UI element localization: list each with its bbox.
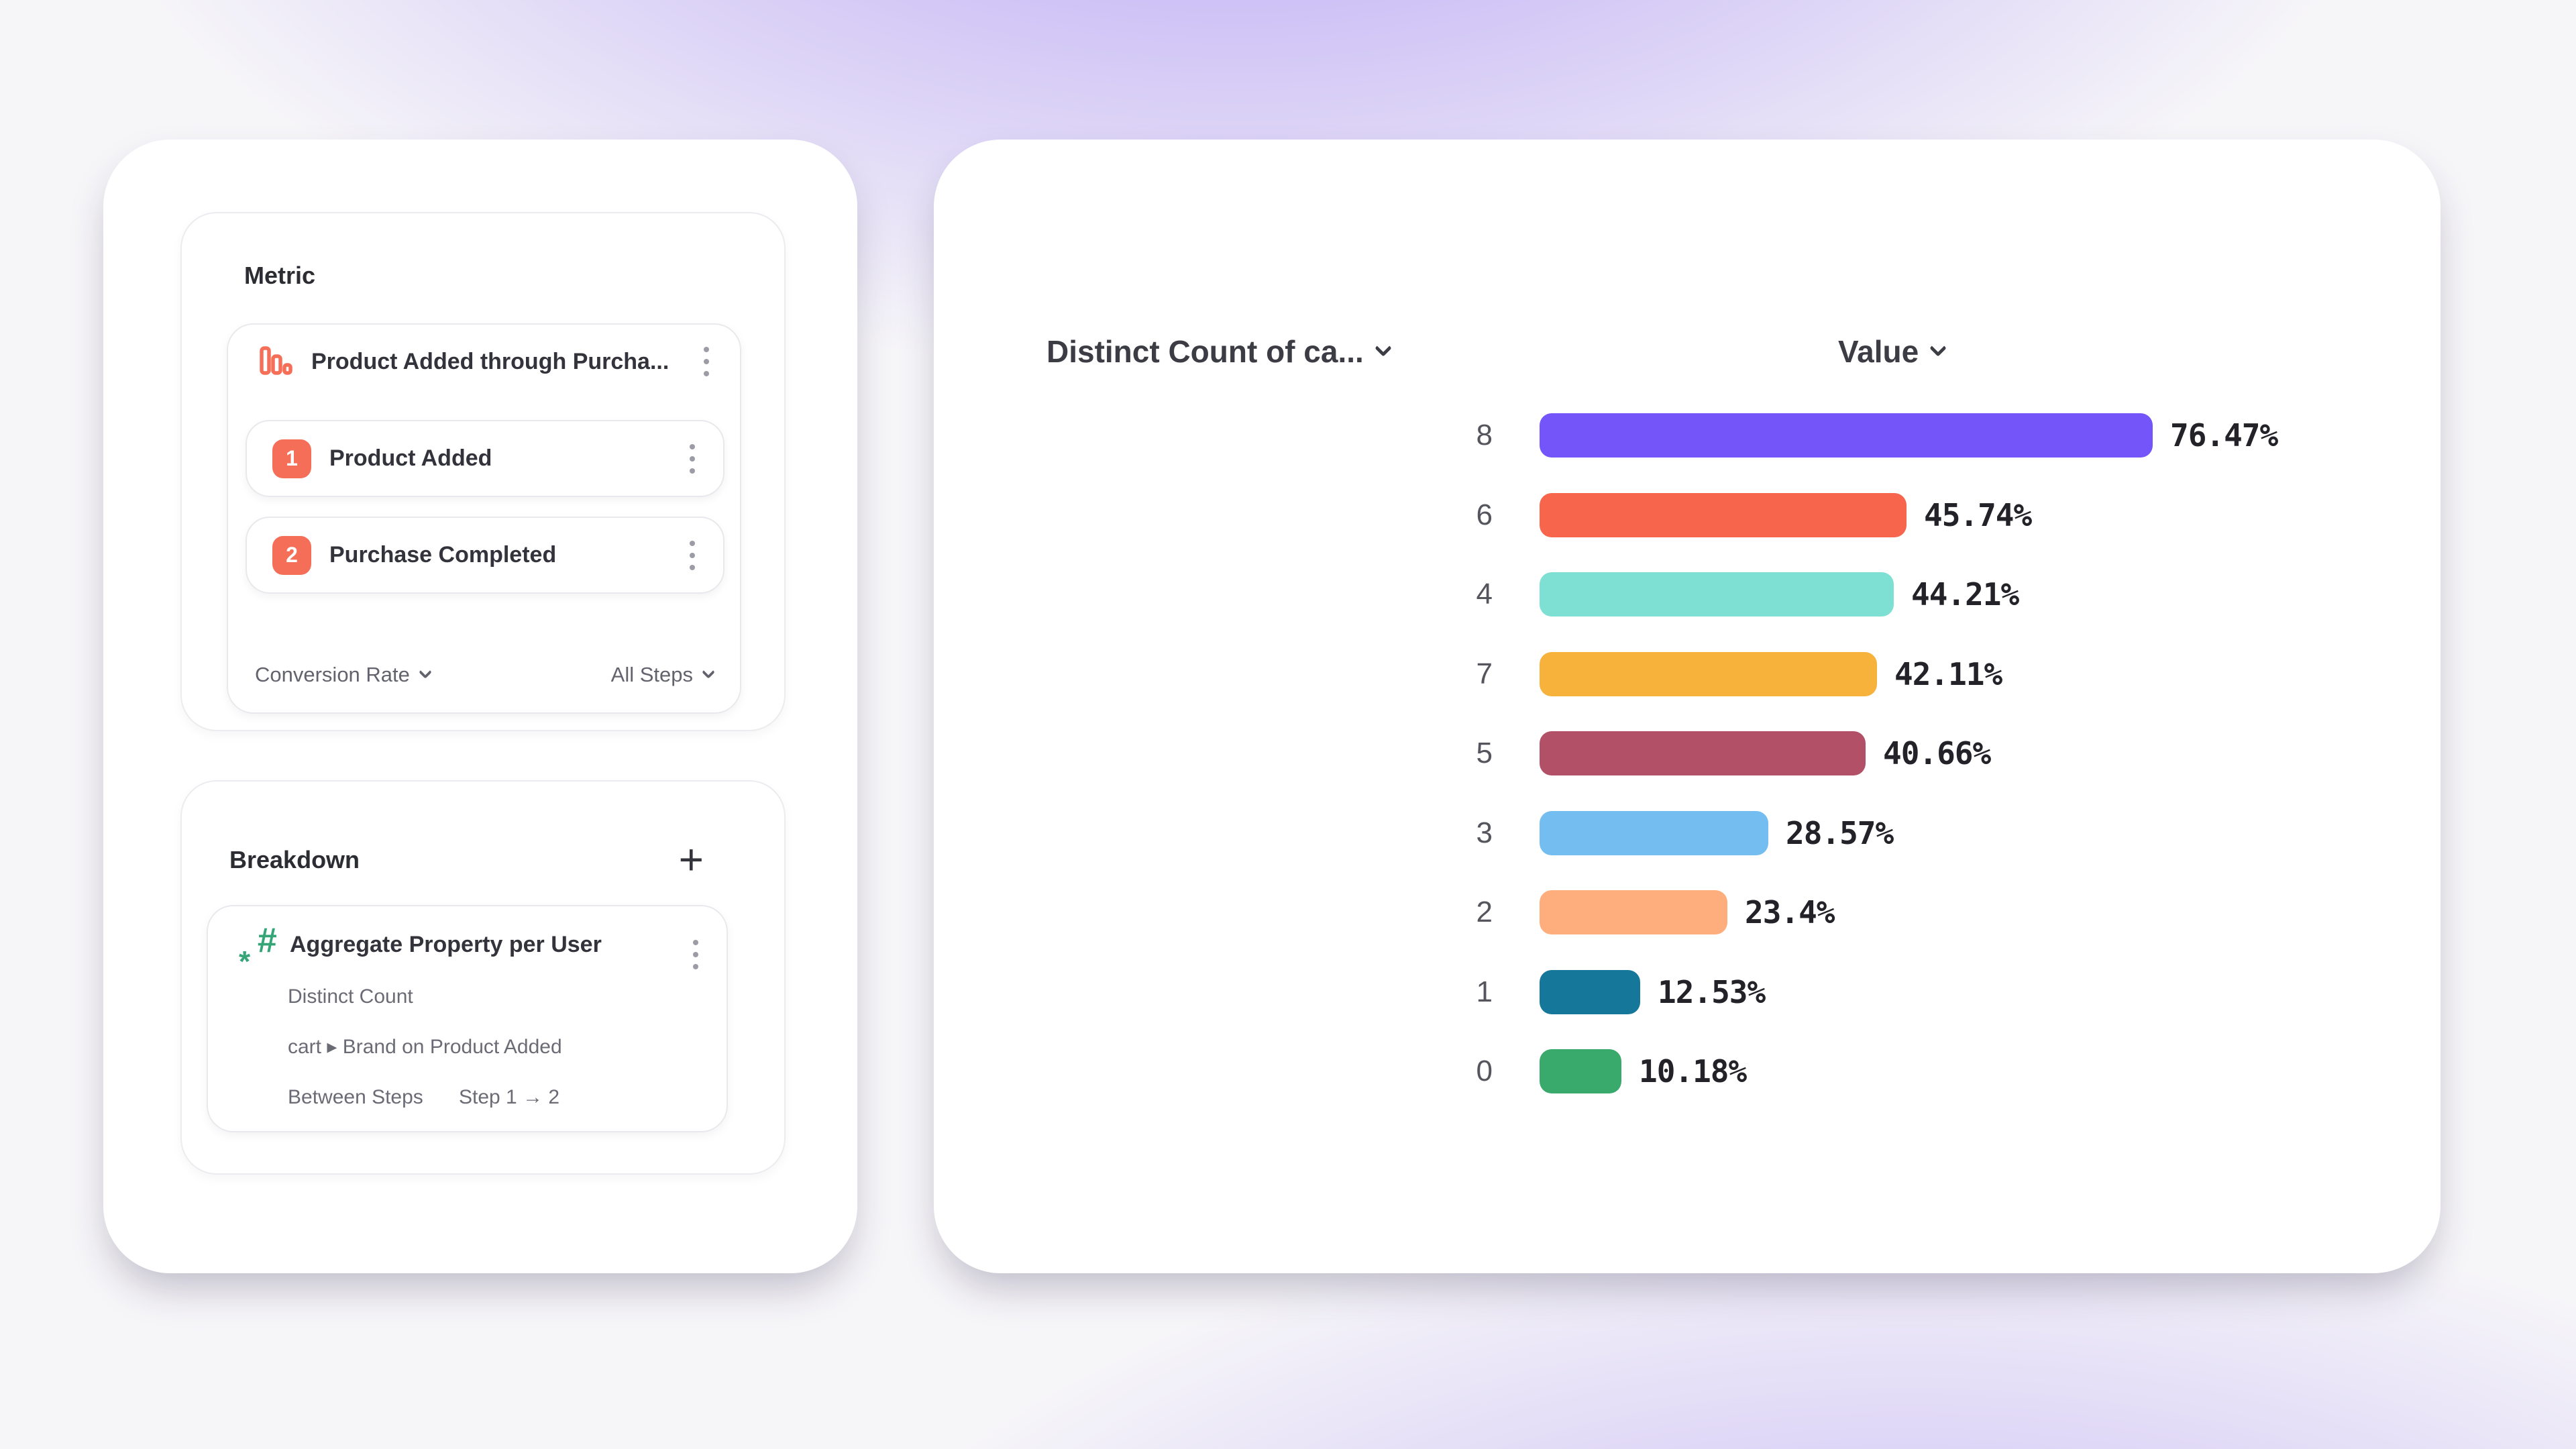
bar-row: 3 28.57% — [1405, 794, 2400, 873]
funnel-step-1[interactable]: 1 Product Added — [246, 420, 724, 497]
breakdown-item-title: Aggregate Property per User — [290, 932, 602, 957]
bar-segment[interactable] — [1540, 413, 2153, 458]
category-label: 4 — [1476, 578, 1493, 611]
value-label: 28.57% — [1786, 814, 1894, 851]
bar-segment[interactable] — [1540, 1049, 1621, 1094]
bar-segment[interactable] — [1540, 572, 1894, 617]
breakdown-between-steps-value: Step 1 → 2 — [459, 1086, 560, 1108]
value-label: 76.47% — [2170, 417, 2278, 454]
bar-segment[interactable] — [1540, 969, 1640, 1014]
value-column-label: Value — [1838, 334, 1919, 369]
category-label: 3 — [1476, 816, 1493, 849]
bar-row: 6 45.74% — [1405, 476, 2400, 555]
funnel-metric-card: Product Added through Purcha... 1 Produc… — [227, 323, 741, 714]
all-steps-label: All Steps — [610, 663, 693, 686]
kebab-menu-icon[interactable] — [698, 341, 714, 382]
value-label: 44.21% — [1911, 576, 2019, 613]
kebab-menu-icon[interactable] — [684, 439, 700, 479]
category-label: 8 — [1476, 419, 1493, 452]
category-column-label: Distinct Count of ca... — [1046, 334, 1364, 369]
bar-row: 7 42.11% — [1405, 635, 2400, 714]
chart-header: Distinct Count of ca... Value — [934, 333, 2440, 374]
bar-row: 1 12.53% — [1405, 953, 2400, 1032]
chevron-down-icon — [419, 665, 432, 679]
query-builder-card: Metric Product Added through Purcha... 1… — [103, 140, 857, 1273]
step-number-badge: 1 — [272, 439, 311, 478]
funnel-chart-icon — [258, 343, 294, 380]
value-label: 45.74% — [1924, 496, 2032, 533]
breakdown-between-steps-label: Between Steps — [288, 1086, 423, 1108]
conversion-rate-label: Conversion Rate — [255, 663, 410, 686]
kebab-menu-icon[interactable] — [684, 535, 700, 576]
metric-panel-title: Metric — [244, 262, 316, 289]
plus-icon[interactable]: + — [678, 835, 704, 883]
step-label: Purchase Completed — [329, 542, 557, 568]
breakdown-panel-title: Breakdown — [229, 846, 360, 873]
bar-segment[interactable] — [1540, 731, 1866, 776]
metric-panel: Metric Product Added through Purcha... 1… — [180, 212, 786, 731]
value-label: 12.53% — [1658, 973, 1766, 1010]
step-label: Product Added — [329, 445, 492, 471]
metric-event-label: Product Added through Purcha... — [311, 348, 669, 374]
chevron-down-icon — [702, 665, 715, 679]
value-label: 42.11% — [1894, 655, 2002, 692]
breakdown-property: cart ▸ Brand on Product Added — [288, 1036, 562, 1058]
breakdown-panel: Breakdown + # * Aggregate Property per Us… — [180, 780, 786, 1175]
chevron-down-icon — [1929, 339, 1947, 357]
chevron-down-icon — [1375, 339, 1392, 357]
breakdown-item-card[interactable]: # * Aggregate Property per User Distinct … — [207, 905, 728, 1132]
bar-row: 8 76.47% — [1405, 396, 2400, 476]
bar-chart: 8 76.47% 6 45.74% 4 44.21% 7 42.11% 5 40.66% 3 28.5… — [1405, 396, 2400, 1112]
bar-segment[interactable] — [1540, 810, 1768, 855]
category-label: 1 — [1476, 975, 1493, 1008]
value-column-selector[interactable]: Value — [1838, 333, 1947, 370]
kebab-menu-icon[interactable] — [688, 934, 704, 975]
bar-row: 0 10.18% — [1405, 1032, 2400, 1112]
funnel-footer: Conversion Rate All Steps — [255, 637, 715, 712]
breakdown-aggregation-type: Distinct Count — [288, 985, 413, 1008]
chart-card: Distinct Count of ca... Value 8 76.47% 6 45… — [934, 140, 2440, 1273]
bar-row: 2 23.4% — [1405, 873, 2400, 953]
category-label: 0 — [1476, 1055, 1493, 1088]
bar-row: 4 44.21% — [1405, 555, 2400, 635]
value-label: 40.66% — [1883, 735, 1991, 772]
step-number-badge: 2 — [272, 535, 311, 575]
category-label: 7 — [1476, 657, 1493, 690]
funnel-step-2[interactable]: 2 Purchase Completed — [246, 517, 724, 594]
all-steps-selector[interactable]: All Steps — [610, 663, 715, 687]
metric-event-row[interactable]: Product Added through Purcha... — [228, 325, 740, 398]
conversion-rate-selector[interactable]: Conversion Rate — [255, 663, 432, 687]
bar-segment[interactable] — [1540, 890, 1727, 935]
value-label: 10.18% — [1639, 1053, 1747, 1090]
bar-row: 5 40.66% — [1405, 714, 2400, 794]
category-label: 2 — [1476, 896, 1493, 929]
category-column-selector[interactable]: Distinct Count of ca... — [1046, 333, 1392, 370]
bar-segment[interactable] — [1540, 492, 1907, 537]
breakdown-item-header: # * Aggregate Property per User — [208, 921, 727, 978]
bar-segment[interactable] — [1540, 651, 1877, 696]
category-label: 5 — [1476, 737, 1493, 770]
value-label: 23.4% — [1745, 894, 1835, 931]
category-label: 6 — [1476, 498, 1493, 531]
hash-property-icon: # * — [239, 921, 276, 978]
